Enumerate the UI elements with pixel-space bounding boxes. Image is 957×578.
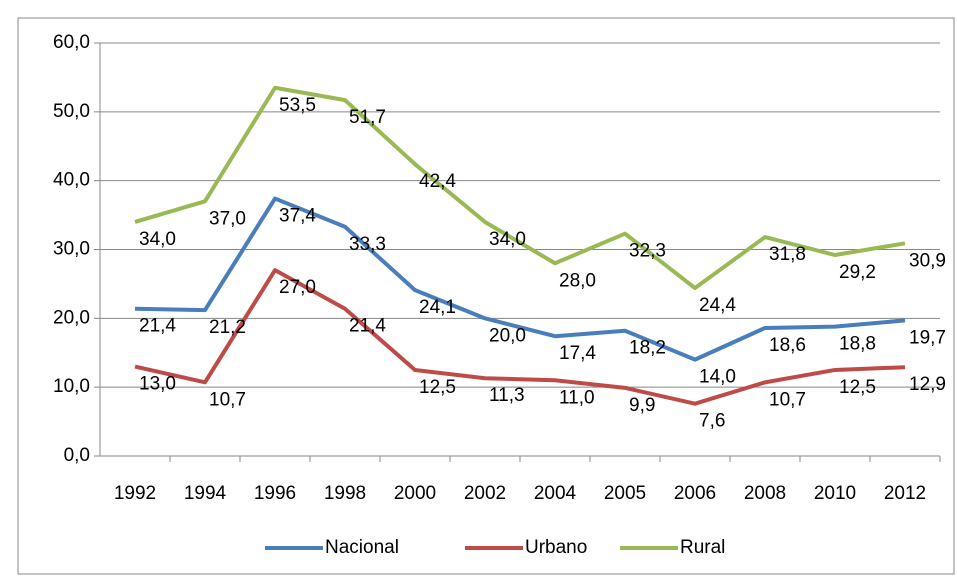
data-label: 24,1 xyxy=(419,297,456,318)
data-label: 30,9 xyxy=(909,250,946,271)
y-tick-label: 50,0 xyxy=(53,101,90,122)
data-label: 11,3 xyxy=(489,385,525,406)
data-label: 32,3 xyxy=(629,241,666,262)
x-tick-label: 2005 xyxy=(604,483,646,504)
y-tick-label: 40,0 xyxy=(53,170,90,191)
x-tick-label: 1998 xyxy=(324,483,366,504)
x-tick-label: 1992 xyxy=(114,483,156,504)
legend-label: Nacional xyxy=(325,537,399,558)
data-label: 13,0 xyxy=(139,374,176,395)
y-tick-label: 0,0 xyxy=(64,445,90,466)
x-tick-label: 2002 xyxy=(464,483,506,504)
data-label: 18,2 xyxy=(629,338,666,359)
series-line xyxy=(134,196,906,362)
data-label: 12,9 xyxy=(909,374,946,395)
series-line xyxy=(134,85,906,291)
data-label: 7,6 xyxy=(699,411,725,432)
y-tick-label: 20,0 xyxy=(53,307,90,328)
data-label: 31,8 xyxy=(769,244,806,265)
data-label: 10,7 xyxy=(769,389,806,410)
data-label: 53,5 xyxy=(279,95,316,116)
y-tick-label: 30,0 xyxy=(53,239,90,260)
x-tick-label: 2010 xyxy=(814,483,856,504)
y-tick-label: 10,0 xyxy=(53,376,90,397)
data-label: 51,7 xyxy=(349,107,386,128)
data-label: 29,2 xyxy=(839,262,876,283)
x-tick-label: 1996 xyxy=(254,483,296,504)
data-label: 10,7 xyxy=(209,389,246,410)
data-label: 37,4 xyxy=(279,206,316,227)
chart-border xyxy=(17,17,955,575)
legend-label: Rural xyxy=(680,537,725,558)
data-label: 37,0 xyxy=(209,208,246,229)
data-label: 24,4 xyxy=(699,295,736,316)
y-tick-label: 60,0 xyxy=(53,32,90,53)
data-label: 18,8 xyxy=(839,334,876,355)
x-tick-label: 2004 xyxy=(534,483,577,504)
data-label: 21,2 xyxy=(209,317,246,338)
x-tick-label: 2000 xyxy=(394,483,436,504)
data-label: 21,4 xyxy=(349,316,386,337)
data-label: 18,6 xyxy=(769,335,806,356)
data-label: 34,0 xyxy=(139,229,176,250)
data-label: 19,7 xyxy=(909,327,946,348)
data-label: 20,0 xyxy=(489,325,526,346)
x-tick-label: 1994 xyxy=(184,483,227,504)
series-line xyxy=(134,268,906,406)
data-label: 42,4 xyxy=(419,171,456,192)
data-label: 21,4 xyxy=(139,316,176,337)
legend-label: Urbano xyxy=(525,537,587,558)
data-label: 33,3 xyxy=(349,234,386,255)
data-label: 17,4 xyxy=(559,343,596,364)
data-label: 12,5 xyxy=(839,377,876,398)
x-tick-label: 2006 xyxy=(674,483,716,504)
x-tick-label: 2008 xyxy=(744,483,786,504)
data-label: 34,0 xyxy=(489,229,526,250)
data-label: 14,0 xyxy=(699,367,736,388)
data-label: 11,0 xyxy=(559,387,595,408)
data-label: 9,9 xyxy=(629,395,655,416)
x-tick-label: 2012 xyxy=(884,483,926,504)
data-label: 12,5 xyxy=(419,377,456,398)
data-label: 27,0 xyxy=(279,277,316,298)
data-label: 28,0 xyxy=(559,270,596,291)
